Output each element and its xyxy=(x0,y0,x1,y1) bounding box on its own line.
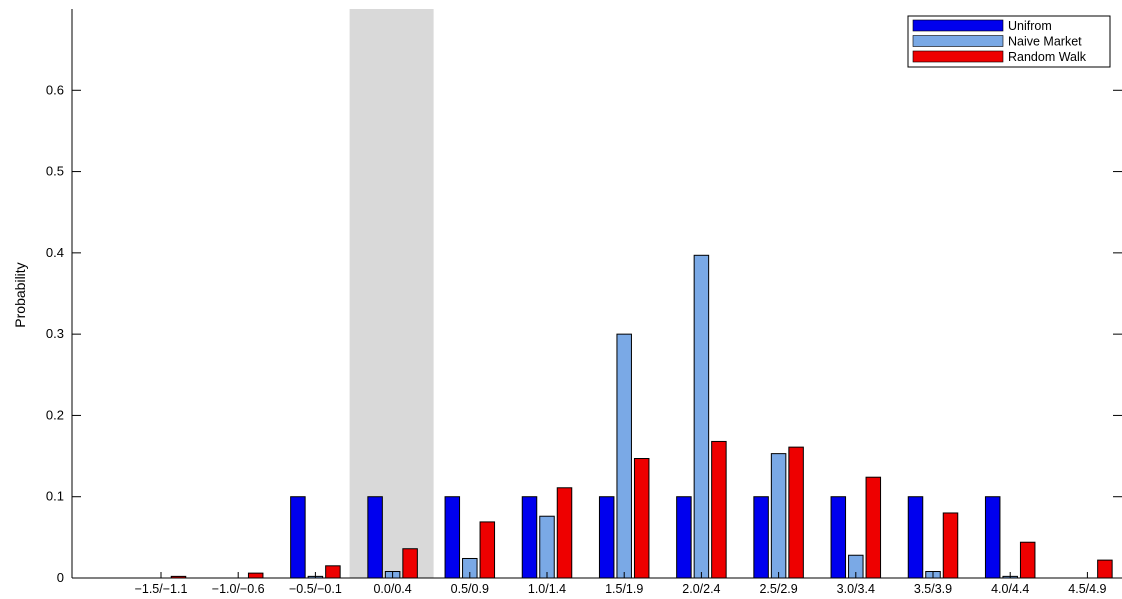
bar-unifrom xyxy=(521,496,538,579)
x-tick-label: 0.5/0.9 xyxy=(451,582,489,594)
bar-unifrom xyxy=(367,496,383,579)
y-tick-label: 0.1 xyxy=(46,489,64,504)
y-tick-label: 0.6 xyxy=(46,82,64,97)
bar-random-walk xyxy=(711,440,727,579)
bar-random-walk xyxy=(633,458,650,579)
bar-unifrom xyxy=(753,496,769,579)
x-tick-label: 1.5/1.9 xyxy=(605,582,643,594)
bar-unifrom xyxy=(290,496,306,579)
legend-swatch-naive-market xyxy=(912,35,1004,47)
legend-swatch-unifrom xyxy=(912,19,1004,32)
bar-unifrom xyxy=(676,496,692,579)
x-tick-label: 1.0/1.4 xyxy=(528,582,566,594)
bar-random-walk xyxy=(1097,559,1113,579)
bar-unifrom xyxy=(984,496,1001,579)
x-tick-label: 3.5/3.9 xyxy=(914,582,952,594)
bar-random-walk xyxy=(170,575,187,579)
bar-random-walk xyxy=(1019,541,1036,579)
bar-unifrom xyxy=(444,496,461,579)
bar-random-walk xyxy=(247,572,264,579)
y-tick-label: 0 xyxy=(57,570,64,585)
x-tick-label: 2.0/2.4 xyxy=(682,582,720,594)
bar-naive-market xyxy=(539,515,555,579)
x-tick-label: −1.0/−0.6 xyxy=(212,582,265,594)
bar-unifrom xyxy=(907,496,924,579)
x-tick-label: −1.5/−1.1 xyxy=(135,582,188,594)
bar-random-walk xyxy=(942,512,959,579)
legend-label: Naive Market xyxy=(1008,35,1082,49)
highlight-band xyxy=(349,9,434,578)
bar-random-walk xyxy=(788,446,804,579)
bar-random-walk xyxy=(556,487,573,579)
y-axis-label: Probability xyxy=(12,262,28,327)
legend-label: Unifrom xyxy=(1008,19,1052,33)
x-tick-label: 2.5/2.9 xyxy=(759,582,797,594)
legend-swatch-random-walk xyxy=(912,50,1004,63)
bar-random-walk xyxy=(479,521,496,579)
x-tick-label: 4.5/4.9 xyxy=(1068,582,1106,594)
bar-naive-market xyxy=(770,453,787,579)
y-tick-label: 0.2 xyxy=(46,407,64,422)
bar-random-walk xyxy=(865,476,882,579)
bar-random-walk xyxy=(402,548,418,579)
bar-unifrom xyxy=(598,496,615,579)
x-tick-label: 4.0/4.4 xyxy=(991,582,1029,594)
bar-random-walk xyxy=(325,565,341,579)
y-tick-label: 0.5 xyxy=(46,164,64,179)
x-tick-label: 0.0/0.4 xyxy=(373,582,411,594)
legend-label: Random Walk xyxy=(1008,50,1087,64)
bar-naive-market xyxy=(693,254,710,579)
bar-unifrom xyxy=(830,496,847,579)
x-tick-label: 3.0/3.4 xyxy=(837,582,875,594)
y-tick-label: 0.4 xyxy=(46,245,64,260)
y-tick-label: 0.3 xyxy=(46,326,64,341)
x-tick-label: −0.5/−0.1 xyxy=(289,582,342,594)
bar-naive-market xyxy=(616,333,632,579)
